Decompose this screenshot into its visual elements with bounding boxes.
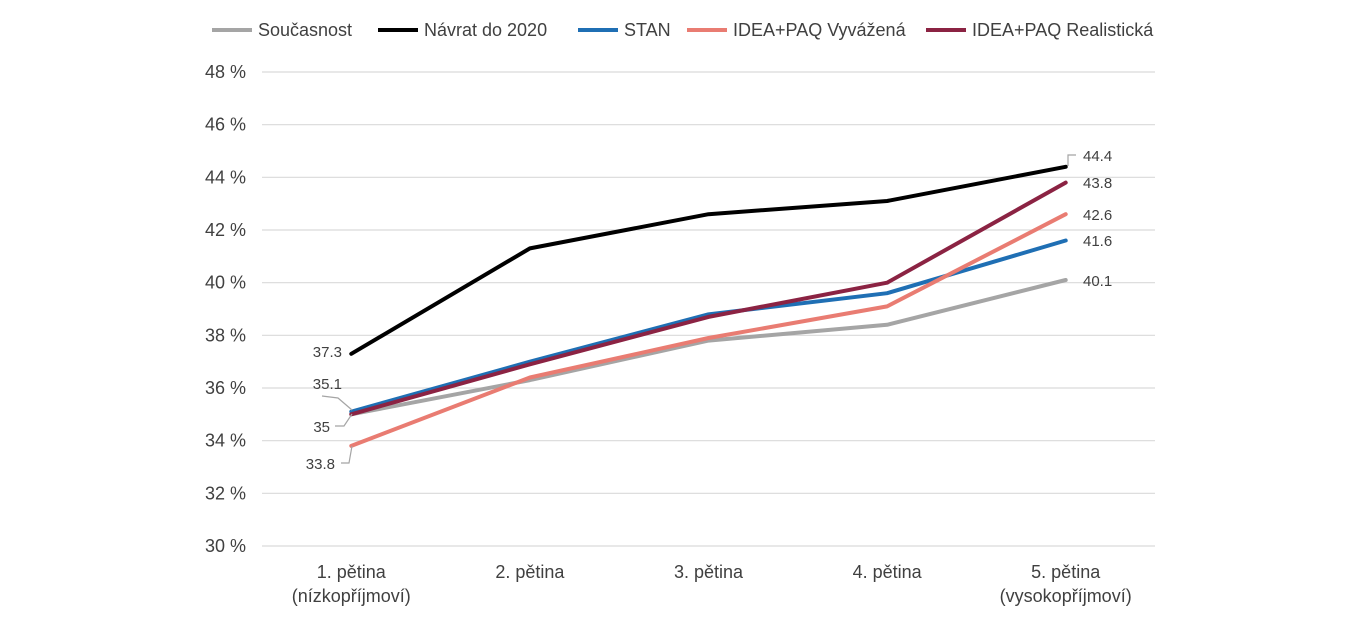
y-tick-label: 48 % — [205, 62, 246, 82]
legend-label: IDEA+PAQ Realistická — [972, 20, 1154, 40]
gridlines — [262, 71, 1155, 547]
series-lines — [349, 164, 1068, 448]
series-line-3 — [349, 212, 1068, 448]
data-label-last: 43.8 — [1083, 175, 1112, 192]
y-tick-label: 44 % — [205, 167, 246, 187]
series-line-4 — [349, 180, 1068, 417]
legend-label: STAN — [624, 20, 671, 40]
data-label-last: 44.4 — [1083, 148, 1112, 165]
y-tick-label: 38 % — [205, 325, 246, 345]
series-line-1 — [349, 164, 1068, 356]
leader-line — [335, 413, 353, 427]
x-category-label: (vysokopříjmoví) — [1000, 586, 1132, 606]
y-tick-label: 30 % — [205, 536, 246, 556]
legend-label: Současnost — [258, 20, 352, 40]
series-line-0 — [349, 278, 1068, 417]
legend-label: IDEA+PAQ Vyvážená — [733, 20, 907, 40]
x-category-label: (nízkopříjmoví) — [292, 586, 411, 606]
y-tick-label: 42 % — [205, 220, 246, 240]
data-labels: 40.1 37.3 44.4 35.1 41.6 33.8 42.6 35 43.8 — [306, 148, 1112, 473]
data-label-last: 42.6 — [1083, 207, 1112, 224]
x-category-label: 3. pětina — [674, 562, 744, 582]
y-tick-label: 34 % — [205, 431, 246, 451]
leader-line — [321, 395, 353, 411]
data-label-last: 41.6 — [1083, 233, 1112, 250]
data-label-first: 33.8 — [306, 456, 335, 473]
x-category-label: 5. pětina — [1031, 562, 1101, 582]
x-category-label: 2. pětina — [495, 562, 565, 582]
legend-label: Návrat do 2020 — [424, 20, 547, 40]
y-tick-label: 40 % — [205, 273, 246, 293]
data-label-first: 35.1 — [313, 376, 342, 393]
x-category-label: 4. pětina — [853, 562, 923, 582]
y-tick-label: 36 % — [205, 378, 246, 398]
legend: Současnost Návrat do 2020 STAN IDEA+PAQ Vyv… — [212, 20, 1154, 40]
x-category-label: 1. pětina — [317, 562, 387, 582]
leader-line — [1067, 154, 1076, 166]
y-axis-ticks: 30 % 32 % 34 % 36 % 38 % 40 % 42 % 44 % 46 % 48 % — [205, 62, 246, 556]
x-axis-categories: 1. pětina (nízkopříjmoví) 2. pětina 3. pěti… — [292, 562, 1132, 606]
data-label-first: 35 — [313, 419, 330, 436]
data-label-first: 37.3 — [313, 344, 342, 361]
y-tick-label: 32 % — [205, 483, 246, 503]
y-tick-label: 46 % — [205, 115, 246, 135]
data-label-last: 40.1 — [1083, 273, 1112, 290]
leader-line — [341, 445, 353, 464]
label-leader-lines — [321, 154, 1076, 464]
